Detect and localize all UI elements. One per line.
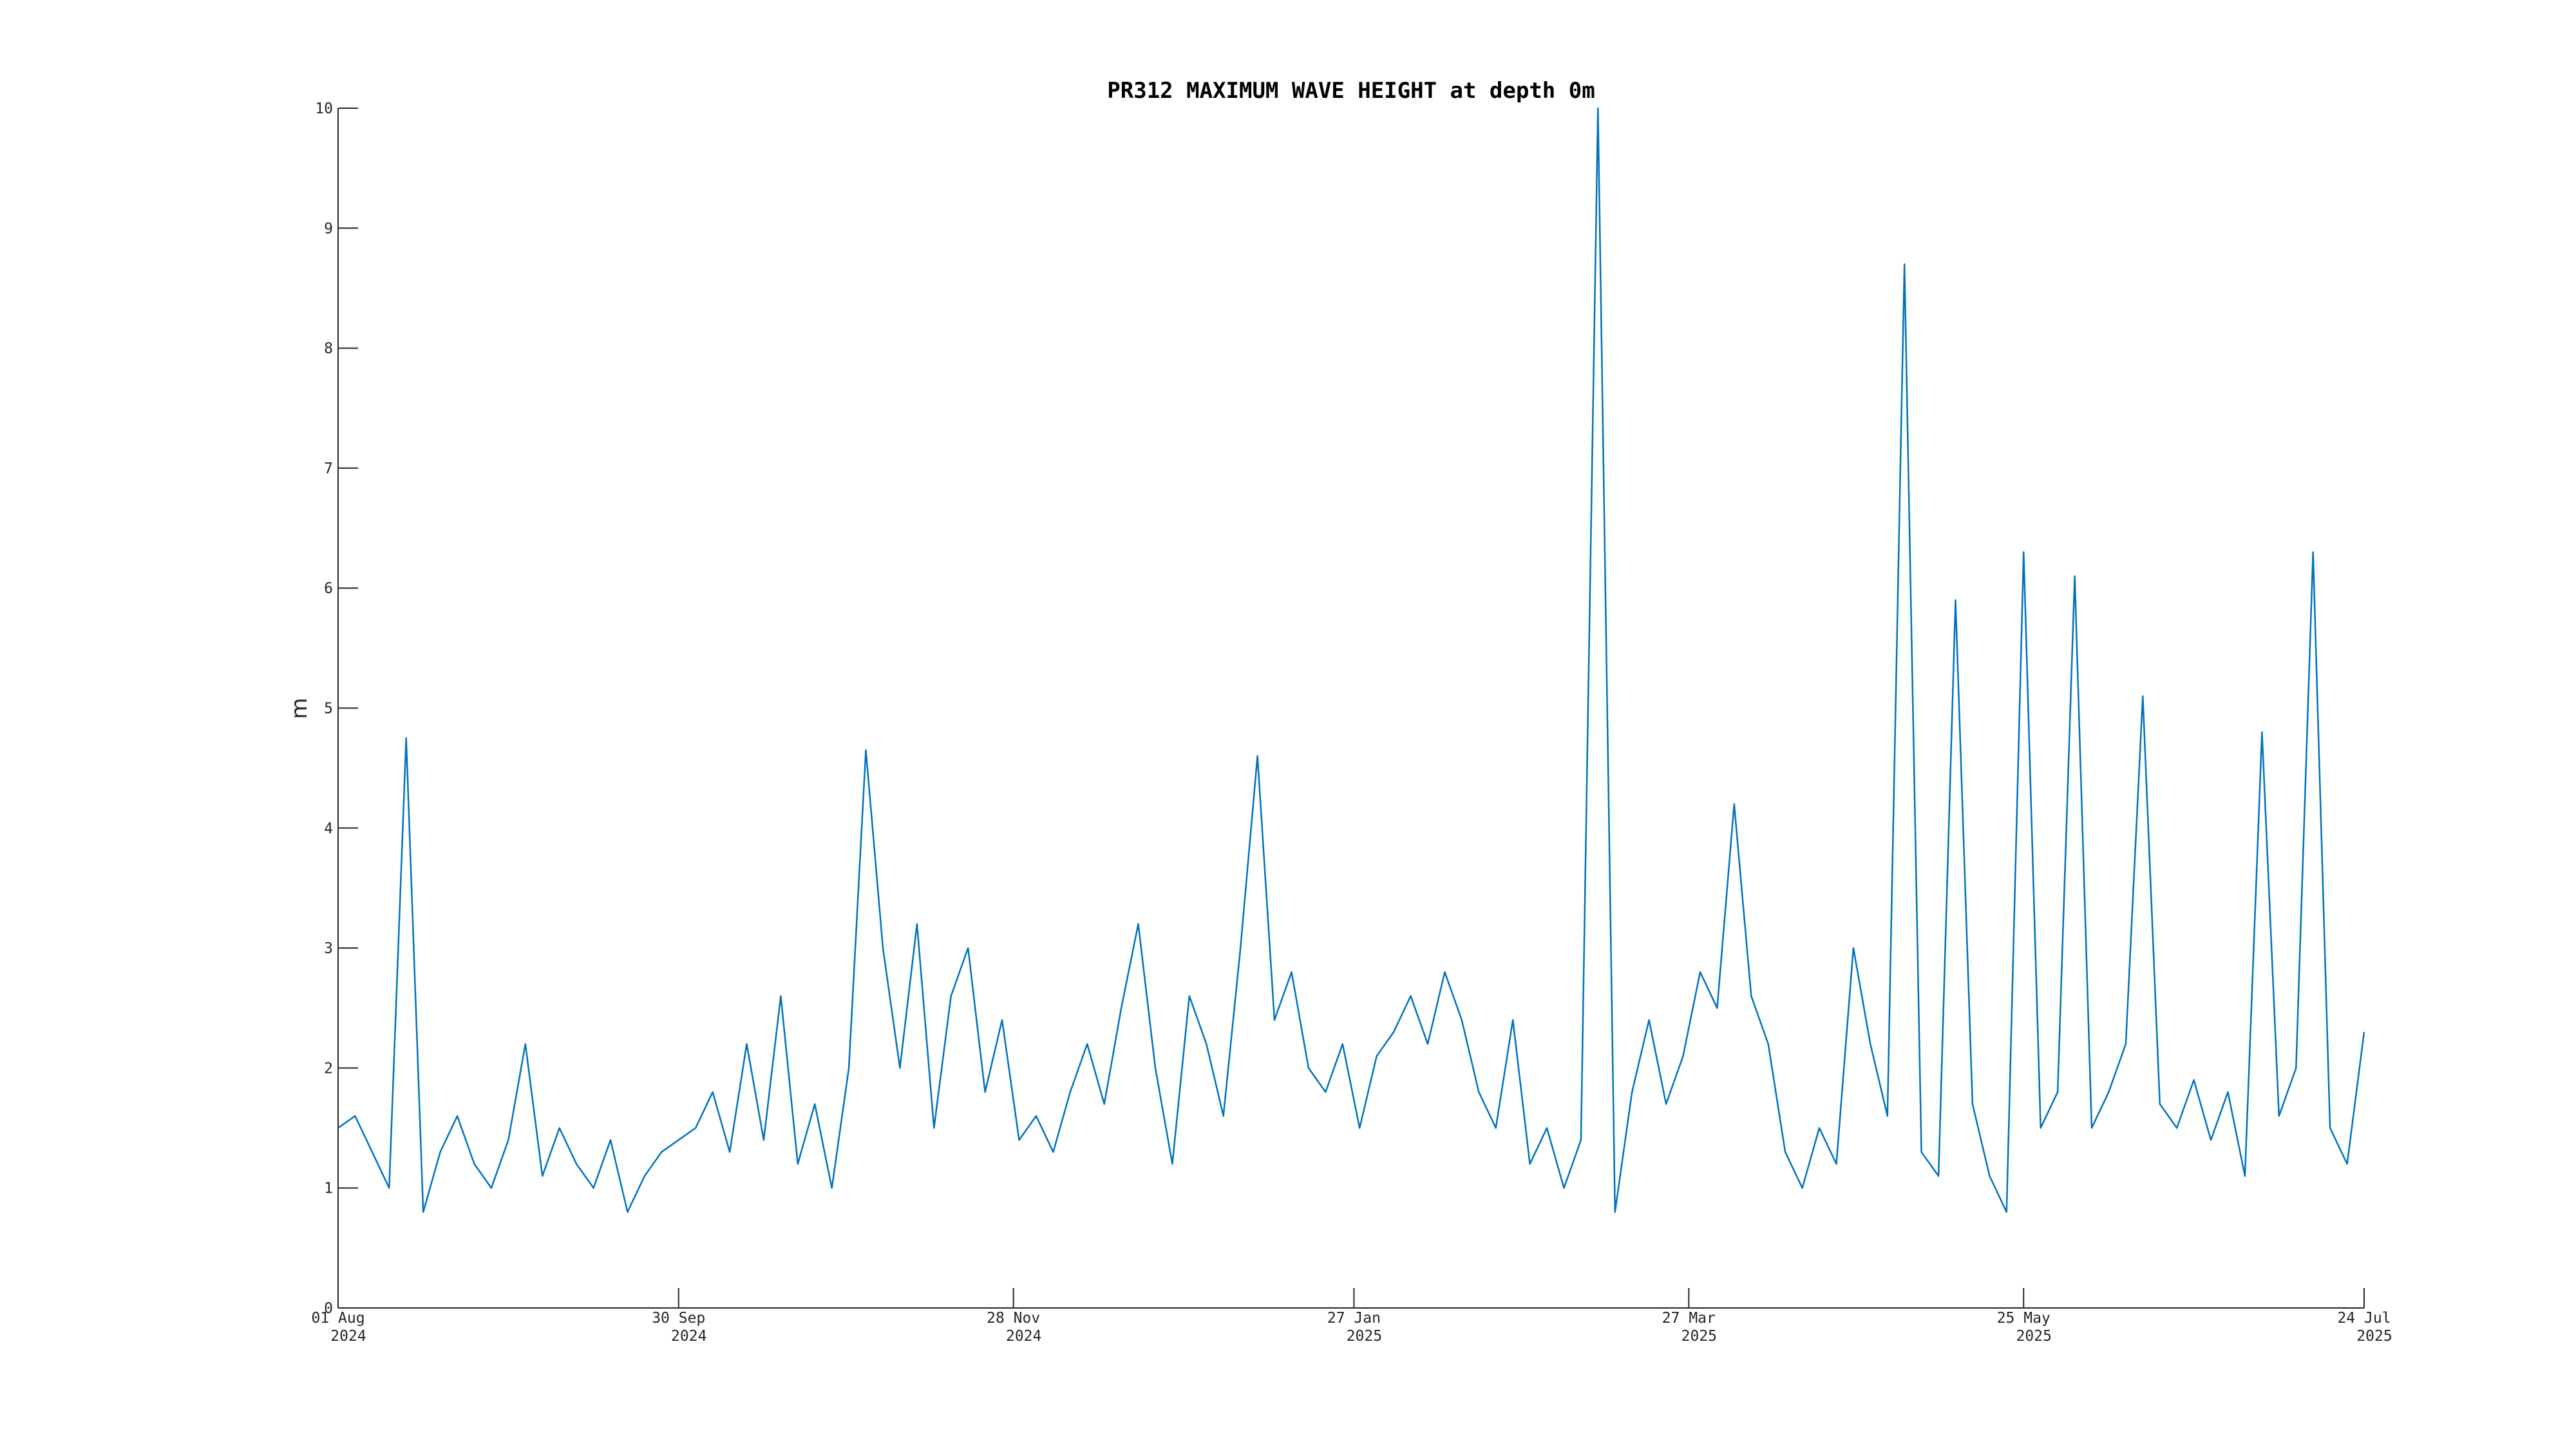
- y-tick-label: 9: [324, 220, 333, 237]
- y-tick-label: 1: [324, 1180, 333, 1197]
- x-tick-label: 01 Aug: [311, 1310, 365, 1327]
- y-tick-label: 3: [324, 940, 333, 957]
- x-tick-label: 27 Mar: [1662, 1310, 1716, 1327]
- y-tick-label: 6: [324, 580, 333, 597]
- x-tick-label: 2025: [1347, 1328, 1382, 1345]
- y-axis-label: m: [287, 697, 312, 719]
- x-tick-label: 27 Jan: [1327, 1310, 1381, 1327]
- data-line: [337, 107, 2365, 1213]
- y-tick-label: 4: [324, 820, 333, 837]
- y-tick-label: 0: [324, 1300, 333, 1317]
- y-tick-label: 7: [324, 460, 333, 477]
- x-tick-label: 30 Sep: [652, 1310, 705, 1327]
- y-tick-label: 5: [324, 701, 333, 717]
- x-tick-label: 2025: [1681, 1328, 1717, 1345]
- x-tick-label: 24 Jul: [2337, 1310, 2391, 1327]
- x-tick-label: 2025: [2356, 1328, 2392, 1345]
- chart-title: PR312 MAXIMUM WAVE HEIGHT at depth 0m: [1107, 78, 1595, 104]
- x-tick-label: 25 May: [1997, 1310, 2050, 1327]
- y-tick-label: 2: [324, 1060, 333, 1077]
- y-tick-label: 10: [315, 100, 333, 117]
- y-tick-label: 8: [324, 341, 333, 357]
- x-tick-label: 2024: [671, 1328, 706, 1345]
- x-tick-label: 2025: [2016, 1328, 2052, 1345]
- x-tick-label: 2024: [1006, 1328, 1041, 1345]
- x-tick-label: 2024: [330, 1328, 366, 1345]
- x-tick-label: 28 Nov: [987, 1310, 1040, 1327]
